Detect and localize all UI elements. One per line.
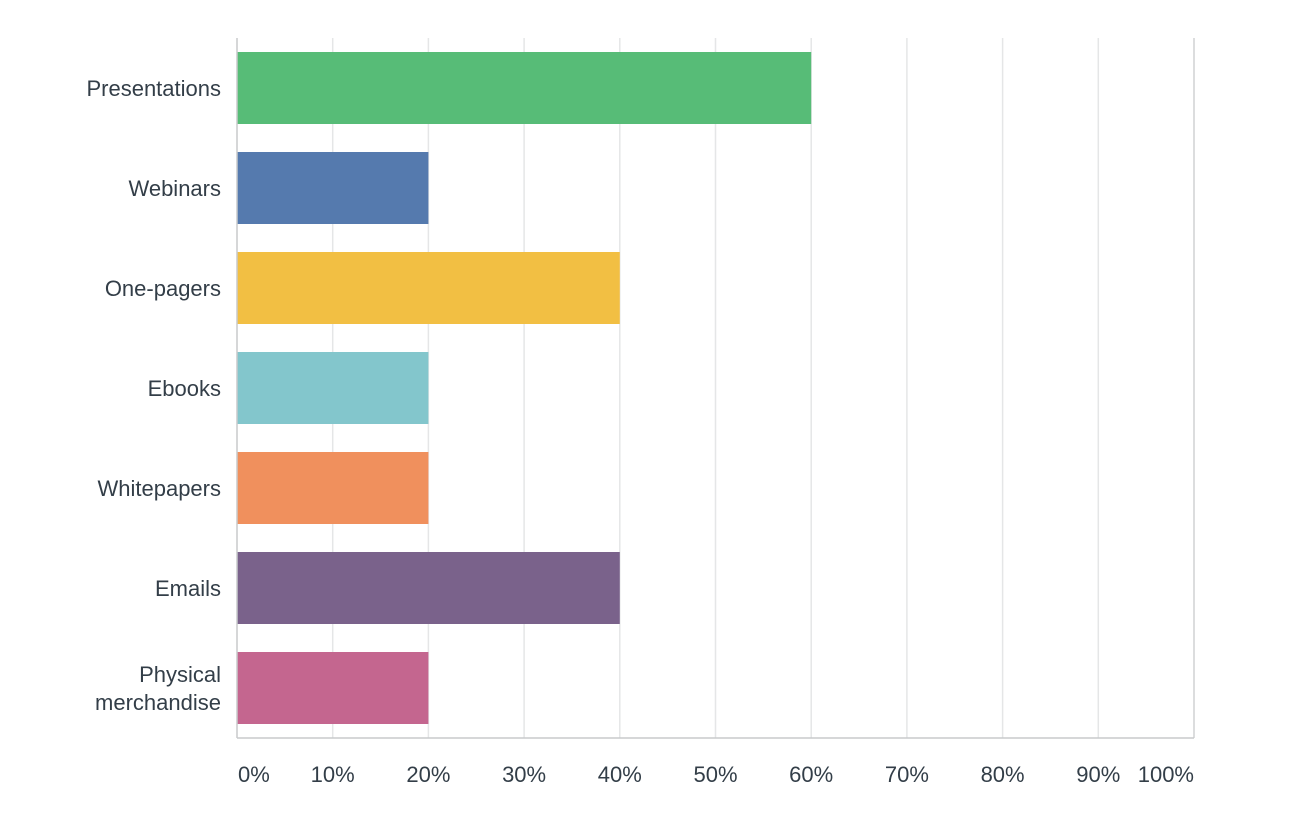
x-tick-label: 0% [238,762,270,787]
x-tick-label: 80% [981,762,1025,787]
category-label: Webinars [128,176,221,201]
bar-physical-merchandise[interactable] [237,652,429,724]
category-label: Whitepapers [97,476,221,501]
bar-presentations[interactable] [237,52,812,124]
bar-webinars[interactable] [237,152,429,224]
x-tick-label: 20% [406,762,450,787]
category-label: Ebooks [148,376,221,401]
grid-lines [331,38,1195,738]
axes [236,38,1194,739]
x-tick-label: 90% [1076,762,1120,787]
bar-whitepapers[interactable] [237,452,429,524]
x-tick-label: 70% [885,762,929,787]
x-tick-label: 50% [693,762,737,787]
bar-ebooks[interactable] [237,352,429,424]
category-label: One-pagers [105,276,221,301]
category-label: Presentations [86,76,221,101]
x-tick-label: 100% [1138,762,1194,787]
x-tick-label: 10% [311,762,355,787]
bar-one-pagers[interactable] [237,252,620,324]
x-tick-label: 30% [502,762,546,787]
category-labels: Presentations Webinars One-pagers Ebooks Whi… [86,76,221,715]
bar-emails[interactable] [237,552,620,624]
x-tick-label: 40% [598,762,642,787]
bars [237,52,812,724]
category-label: Emails [155,576,221,601]
category-label: Physical merchandise [95,662,221,715]
x-tick-label: 60% [789,762,833,787]
tick-labels: 0% 10% 20% 30% 40% 50% 60% 70% 80% 90% 100% [238,762,1194,787]
